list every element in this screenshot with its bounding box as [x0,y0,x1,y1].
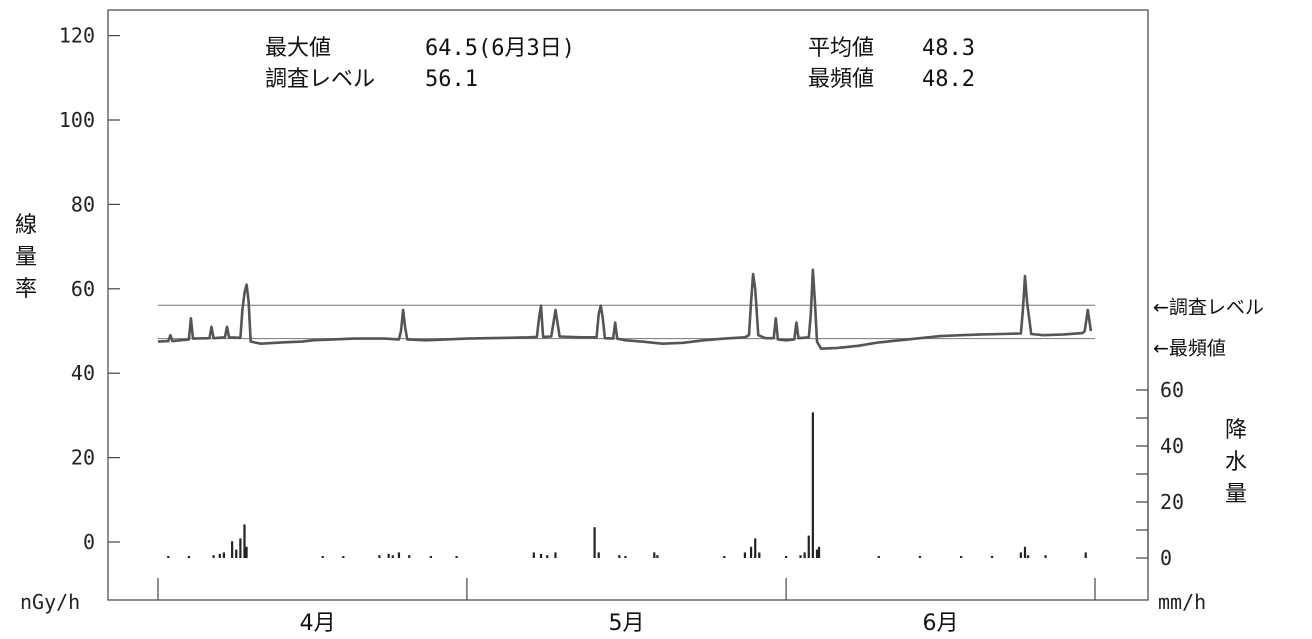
precipitation-series [167,412,1087,558]
left-y-tick-label: 20 [71,446,95,470]
x-tick-label: 6月 [923,611,959,636]
left-y-tick-label: 120 [59,24,95,48]
right-y-tick-label: 60 [1160,378,1184,402]
plot-frame [107,9,1149,601]
stat-mode-label: 最頻値 [808,67,874,92]
reference-line-label: ←調査レベル [1153,296,1264,318]
stat-survey-value: 56.1 [425,67,478,92]
stats-block: 最大値 64.5(6月3日) 調査レベル 56.1 平均値 48.3 最頻値 4… [265,36,975,92]
stat-mean-value: 48.3 [922,36,975,61]
left-y-tick-label: 100 [59,108,95,132]
stat-max-value: 64.5(6月3日) [425,36,575,61]
stat-mean-label: 平均値 [808,36,874,61]
right-y-axis: 60 40 20 0 [1136,378,1184,570]
left-y-title-char: 量 [15,245,37,270]
right-y-tick-label: 20 [1160,490,1184,514]
stat-mode-value: 48.2 [922,67,975,92]
right-y-tick-label: 40 [1160,434,1184,458]
reference-line-label: ←最頻値 [1153,338,1226,360]
x-tick-label: 4月 [300,611,336,636]
left-y-tick-label: 60 [71,277,95,301]
right-y-title-char: 降 [1225,418,1247,443]
x-axis: 4月 5月 6月 [157,578,1096,636]
right-y-title-char: 水 [1225,450,1247,475]
x-tick-label: 5月 [609,611,645,636]
left-y-title-char: 線 [15,213,37,238]
reference-lines: ←調査レベル ←最頻値 [158,296,1264,360]
right-y-title-char: 量 [1225,482,1247,507]
right-y-axis-title: 降水量 [1225,418,1247,507]
left-y-title-char: 率 [15,277,37,302]
left-y-tick-label: 40 [71,361,95,385]
left-y-tick-label: 0 [83,530,95,554]
left-y-tick-label: 80 [71,192,95,216]
right-y-tick-label: 0 [1160,546,1172,570]
left-y-axis: 120 100 80 60 40 20 0 [59,24,120,554]
left-y-unit: nGy/h [20,590,80,614]
left-y-axis-title: 線量率 [15,213,37,302]
stat-max-label: 最大値 [265,36,331,61]
right-y-unit: mm/h [1158,590,1206,614]
stat-survey-label: 調査レベル [265,67,375,92]
dose-rate-line [157,268,1093,350]
